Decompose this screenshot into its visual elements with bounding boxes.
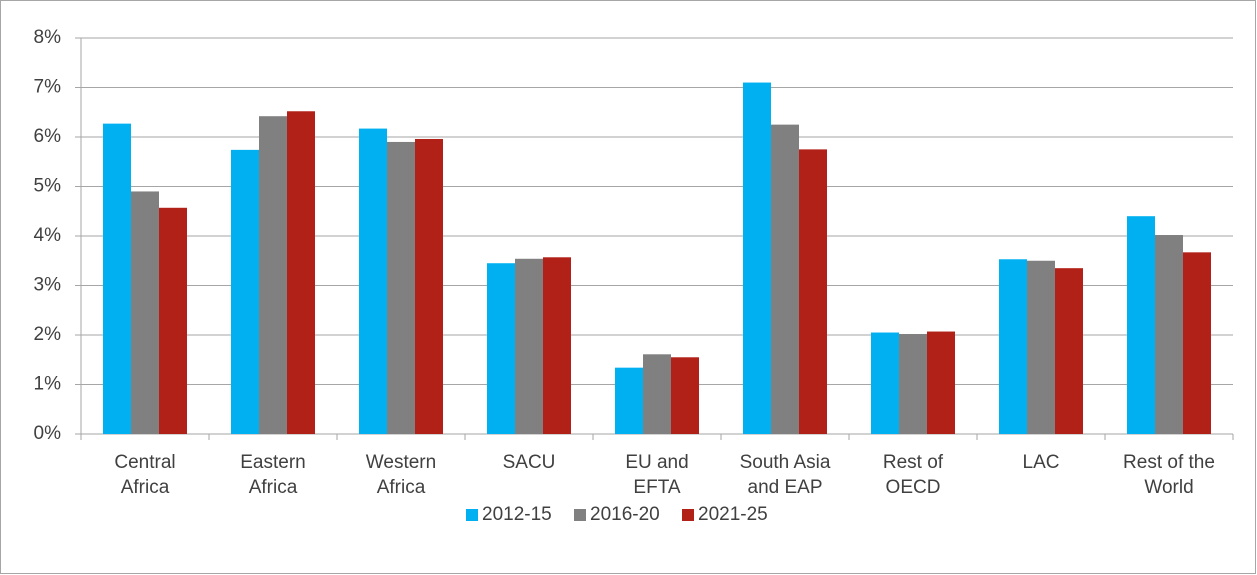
y-tick-label: 7%: [34, 77, 62, 98]
bar: [799, 149, 827, 434]
x-tick-label: SACU: [503, 452, 556, 473]
y-tick-label: 6%: [34, 126, 62, 147]
x-tick-label: Rest of the: [1123, 452, 1215, 473]
bar: [871, 332, 899, 434]
bar: [359, 128, 387, 434]
bar: [743, 82, 771, 435]
y-tick-label: 0%: [34, 423, 62, 444]
bar: [671, 357, 699, 434]
bar: [927, 331, 955, 434]
bar: [515, 258, 543, 434]
bar: [1155, 235, 1183, 434]
x-tick-label: Western: [366, 452, 436, 473]
bar: [999, 259, 1027, 434]
bar: [415, 138, 443, 435]
x-tick-label: Rest of: [883, 452, 944, 473]
bar: [103, 123, 131, 434]
x-tick-label: and EAP: [748, 477, 823, 498]
bar: [615, 367, 643, 434]
x-tick-label: Central: [114, 452, 175, 473]
y-tick-label: 1%: [34, 374, 62, 395]
x-tick-label: Africa: [249, 477, 298, 498]
bar: [643, 354, 671, 434]
x-tick-label: Africa: [121, 477, 170, 498]
legend-swatch: [466, 509, 478, 521]
x-tick-label: EU and: [625, 452, 688, 473]
x-tick-label: EFTA: [633, 477, 680, 498]
bar: [543, 257, 571, 434]
bar: [159, 207, 187, 434]
y-tick-label: 2%: [34, 324, 62, 345]
bar: [899, 334, 927, 434]
bar: [1055, 268, 1083, 434]
legend-label: 2012-15: [482, 504, 552, 525]
y-tick-label: 3%: [34, 275, 62, 296]
x-tick-label: World: [1144, 477, 1193, 498]
x-tick-label: Africa: [377, 477, 426, 498]
bar: [771, 124, 799, 434]
x-tick-label: Eastern: [240, 452, 305, 473]
y-tick-label: 8%: [34, 27, 62, 48]
bar: [131, 191, 159, 434]
legend-swatch: [682, 509, 694, 521]
x-tick-label: OECD: [886, 477, 941, 498]
y-tick-label: 4%: [34, 225, 62, 246]
bar: [487, 263, 515, 434]
bar: [287, 111, 315, 434]
bar: [259, 116, 287, 435]
bar: [1183, 252, 1211, 434]
legend-label: 2021-25: [698, 504, 768, 525]
bar: [1127, 216, 1155, 434]
x-tick-label: South Asia: [740, 452, 831, 473]
x-tick-label: LAC: [1023, 452, 1060, 473]
legend-swatch: [574, 509, 586, 521]
y-tick-label: 5%: [34, 176, 62, 197]
legend-label: 2016-20: [590, 504, 660, 525]
bar: [387, 141, 415, 434]
bar: [1027, 260, 1055, 434]
bar: [231, 149, 259, 434]
